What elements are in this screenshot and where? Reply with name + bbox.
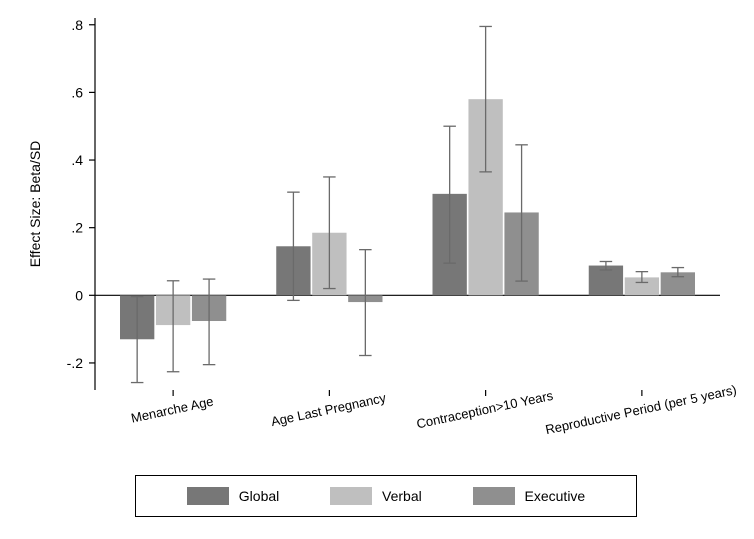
chart-container: -.2 0 .2 .4 .6 .8 Effect Size: Beta/SD Menarche…	[0, 0, 754, 539]
svg-text:Reproductive Period (per 5 yea: Reproductive Period (per 5 years)	[544, 382, 738, 437]
svg-text:.8: .8	[71, 17, 83, 33]
svg-text:Effect Size: Beta/SD: Effect Size: Beta/SD	[27, 141, 43, 268]
legend-swatch-verbal	[330, 487, 372, 505]
bar-chart: -.2 0 .2 .4 .6 .8 Effect Size: Beta/SD Menarche…	[0, 0, 754, 539]
legend: Global Verbal Executive	[135, 475, 637, 517]
svg-text:.4: .4	[71, 152, 83, 168]
svg-text:0: 0	[75, 287, 83, 303]
legend-label-global: Global	[239, 488, 279, 504]
legend-label-executive: Executive	[525, 488, 586, 504]
svg-text:-.2: -.2	[67, 355, 84, 371]
legend-label-verbal: Verbal	[382, 488, 422, 504]
svg-text:Menarche Age: Menarche Age	[130, 394, 215, 426]
legend-item-global: Global	[187, 487, 279, 505]
legend-swatch-global	[187, 487, 229, 505]
legend-item-executive: Executive	[473, 487, 586, 505]
legend-swatch-executive	[473, 487, 515, 505]
svg-text:.6: .6	[71, 84, 83, 100]
svg-text:Age Last Pregnancy: Age Last Pregnancy	[270, 390, 388, 429]
svg-text:.2: .2	[71, 220, 83, 236]
legend-item-verbal: Verbal	[330, 487, 422, 505]
svg-text:Contraception>10 Years: Contraception>10 Years	[415, 388, 555, 432]
